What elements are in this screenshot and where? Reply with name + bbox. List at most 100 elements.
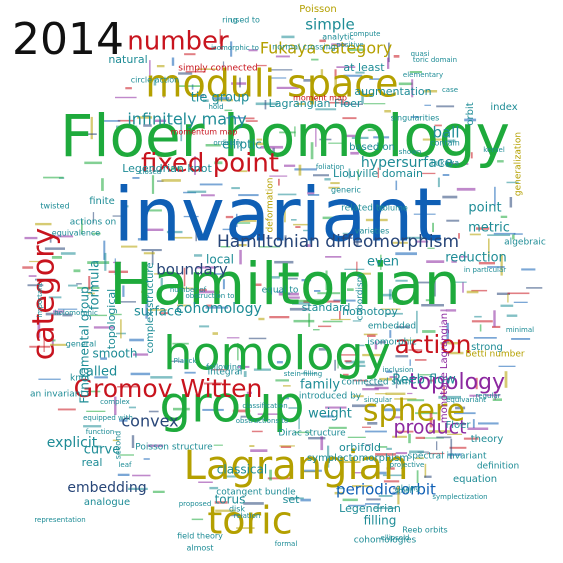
cloud-word: related to — [341, 204, 385, 214]
cloud-word: Fukaya category — [260, 39, 392, 58]
cloud-word: topological — [105, 289, 118, 349]
cloud-word: formal — [275, 540, 298, 548]
cloud-word: ring — [222, 16, 238, 25]
cloud-word: Gromov Witten — [74, 374, 263, 403]
year-label: 2014 — [12, 14, 124, 65]
cloud-word: product — [393, 417, 466, 439]
cloud-word: action — [395, 330, 472, 359]
cloud-word: normal crossing — [272, 43, 336, 52]
cloud-word: Fukaya — [431, 159, 459, 168]
cloud-word: equivariant — [446, 396, 486, 404]
cloud-word: holomorphic — [54, 309, 98, 317]
cloud-word: sphere — [363, 394, 465, 429]
cloud-word: representation — [34, 516, 85, 524]
cloud-word: Dirac structure — [278, 429, 346, 439]
cloud-word: local — [206, 253, 234, 267]
cloud-word: Liouville domain — [333, 167, 423, 180]
cloud-word: periodic orbit — [336, 481, 436, 499]
cloud-word: homotopy — [342, 305, 398, 318]
cloud-word: singularities — [391, 114, 440, 123]
cloud-word: Legendrian — [339, 502, 401, 515]
cloud-word: filling — [364, 514, 397, 528]
cloud-word: isomorphic — [367, 338, 417, 348]
cloud-word: almost — [186, 544, 213, 553]
cloud-word: an invariant — [30, 390, 85, 400]
cloud-word: algebraic — [504, 238, 546, 248]
cloud-word: number of — [170, 286, 207, 294]
cloud-word: Hamiltonian — [109, 250, 460, 318]
cloud-word: Poisson — [299, 4, 336, 15]
cloud-word: toric — [207, 499, 292, 543]
cloud-word: Lagrangian Floer — [269, 97, 362, 110]
cloud-word: obstruction to — [186, 292, 235, 300]
cloud-word: used to — [230, 16, 260, 25]
cloud-word: varieties — [355, 227, 390, 236]
cloud-word: compute — [350, 30, 381, 38]
cloud-word: equivalence — [52, 229, 101, 238]
cloud-word: monotone Lagrangian — [439, 313, 450, 423]
cloud-word: category — [27, 228, 62, 361]
cloud-word: finite — [89, 196, 115, 207]
cloud-word: homology — [163, 327, 391, 381]
cloud-word: inclusion — [383, 366, 414, 374]
cloud-word: Floer — [446, 420, 472, 431]
cloud-word: volume — [378, 204, 408, 213]
cloud-word: surface — [134, 305, 182, 320]
cloud-word: invariant — [114, 173, 443, 259]
cloud-word: analytic — [322, 33, 354, 42]
cloud-word: topology — [409, 370, 505, 395]
cloud-word: weight — [308, 407, 352, 422]
cloud-word: isomorphic to — [211, 44, 259, 52]
cloud-word: reduction — [445, 251, 507, 266]
cloud-word: disk — [229, 505, 245, 514]
cloud-word: boundary — [156, 261, 228, 279]
cloud-word: infinitely many — [127, 110, 246, 129]
cloud-word: actions on — [70, 218, 116, 228]
cloud-word: hold — [208, 103, 223, 111]
cloud-word: deformation — [266, 178, 276, 233]
cloud-word: elliptic — [222, 138, 262, 152]
cloud-word: called — [79, 365, 118, 380]
cloud-word: metric — [468, 221, 510, 236]
cloud-word: fixed point — [141, 149, 279, 179]
cloud-word: equal to — [262, 286, 299, 296]
cloud-word: embedded — [368, 322, 416, 332]
cloud-word: shown — [399, 148, 422, 156]
cloud-word: analogue — [84, 497, 130, 508]
cloud-word: explicit — [47, 435, 98, 451]
cloud-word: equation — [453, 474, 497, 485]
cloud-word: cohomology — [176, 301, 262, 317]
cloud-word: family — [300, 378, 340, 393]
cloud-word: following — [206, 363, 242, 372]
filler-texture — [22, 29, 543, 529]
cloud-word: leaf — [118, 461, 132, 469]
cloud-word: index — [490, 102, 517, 113]
cloud-word: simple — [305, 16, 355, 34]
cloud-word: spectral invariant — [408, 452, 487, 462]
cloud-word: Reeb flow — [392, 373, 456, 388]
cloud-word: classification — [242, 402, 287, 410]
cloud-word: natural — [108, 53, 147, 66]
cloud-word: torus — [215, 493, 246, 507]
cloud-word: positive — [336, 41, 363, 49]
cloud-word: obstructions to — [236, 417, 289, 425]
cloud-word: integral — [208, 368, 243, 378]
cloud-word: regular — [475, 392, 500, 400]
cloud-word: general — [66, 340, 96, 349]
cloud-word: minimal — [506, 326, 534, 334]
cloud-word: cohomologies — [354, 536, 417, 546]
cloud-word: circle action — [131, 76, 179, 85]
cloud-word: introduced by — [299, 392, 362, 402]
cloud-word: strong — [471, 342, 503, 353]
cloud-word: important — [36, 282, 44, 317]
cloud-word: classical — [217, 463, 267, 477]
cloud-word: gluing — [396, 484, 421, 493]
cloud-word: generalization — [514, 132, 524, 196]
cloud-word: real — [82, 456, 103, 469]
cloud-word: ordinary — [213, 139, 242, 147]
cloud-word: smooth — [93, 347, 138, 361]
cloud-word: quasi — [411, 50, 430, 58]
cloud-word: group — [159, 376, 304, 434]
cloud-word: ellipsoid — [381, 534, 410, 542]
